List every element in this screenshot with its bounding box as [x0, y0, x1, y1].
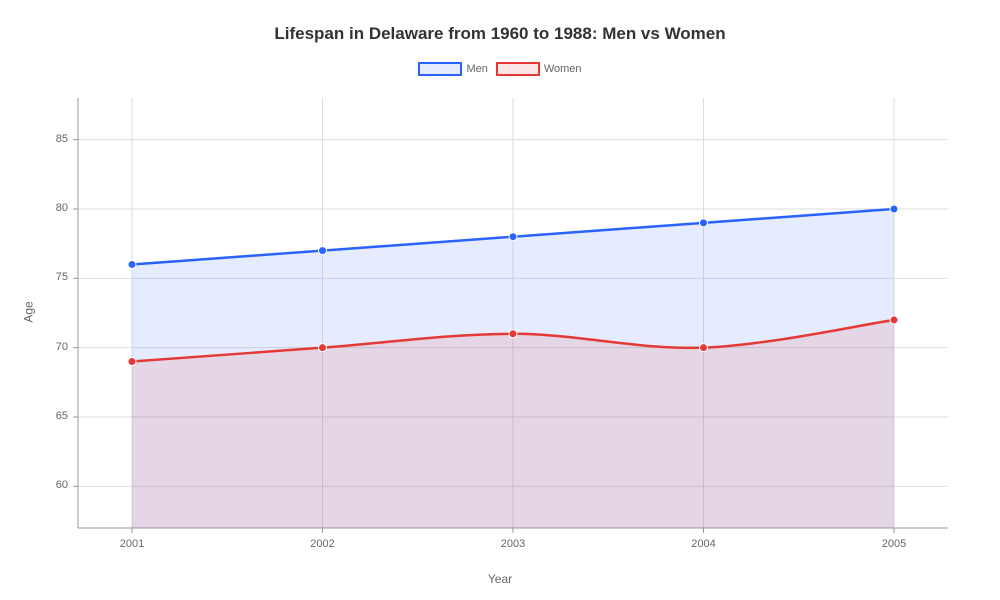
marker-women[interactable] [700, 344, 708, 352]
y-tick-label: 75 [56, 271, 68, 283]
plot-area [0, 0, 1000, 600]
marker-men[interactable] [128, 260, 136, 268]
y-tick-label: 85 [56, 133, 68, 145]
x-tick-label: 2005 [874, 538, 914, 550]
marker-women[interactable] [890, 316, 898, 324]
marker-men[interactable] [890, 205, 898, 213]
y-tick-label: 70 [56, 341, 68, 353]
marker-women[interactable] [128, 358, 136, 366]
y-axis-title: Age [22, 301, 36, 322]
x-tick-label: 2003 [493, 538, 533, 550]
x-axis-title: Year [0, 572, 1000, 586]
marker-women[interactable] [319, 344, 327, 352]
marker-men[interactable] [319, 247, 327, 255]
chart-container: Lifespan in Delaware from 1960 to 1988: … [0, 0, 1000, 600]
x-tick-label: 2004 [684, 538, 724, 550]
marker-women[interactable] [509, 330, 517, 338]
marker-men[interactable] [700, 219, 708, 227]
y-tick-label: 65 [56, 410, 68, 422]
y-tick-label: 80 [56, 202, 68, 214]
x-tick-label: 2002 [303, 538, 343, 550]
y-tick-label: 60 [56, 479, 68, 491]
x-tick-label: 2001 [112, 538, 152, 550]
marker-men[interactable] [509, 233, 517, 241]
